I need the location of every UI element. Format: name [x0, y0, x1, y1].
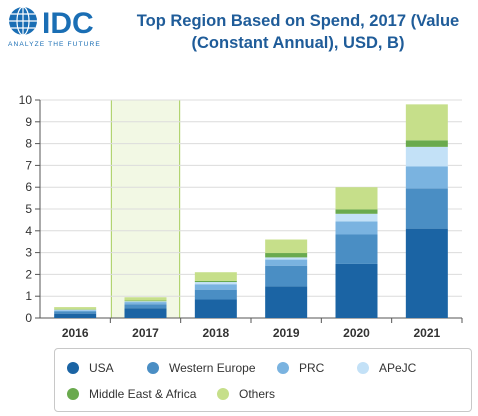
legend-swatch: [67, 388, 79, 400]
chart-title-line-2: (Constant Annual), USD, B): [191, 34, 405, 52]
bar-2019-prc: [265, 259, 308, 266]
legend-label: Middle East & Africa: [89, 387, 197, 401]
bar-2021-western-europe: [405, 188, 448, 229]
x-tick-label: 2020: [343, 326, 370, 340]
bar-2018-prc: [194, 284, 237, 290]
bar-2016-usa: [54, 313, 97, 318]
chart-title-line-1: Top Region Based on Spend, 2017 (Value: [136, 12, 460, 30]
bar-2016-western-europe: [54, 311, 97, 314]
y-tick-label: 3: [25, 246, 32, 260]
legend-item-others: Others: [217, 387, 275, 401]
legend-label: PRC: [299, 361, 325, 375]
x-tick-label: 2019: [273, 326, 300, 340]
bar-2016-apejc: [54, 309, 97, 311]
y-tick-label: 9: [25, 115, 32, 129]
y-tick-label: 7: [25, 158, 32, 172]
legend-item-apejc: APeJC: [357, 361, 416, 375]
y-tick-label: 6: [25, 180, 32, 194]
legend-label: Others: [239, 387, 276, 401]
logo-tagline: ANALYZE THE FUTURE: [8, 41, 101, 48]
x-tick-label: 2016: [62, 326, 89, 340]
bar-2017-usa: [124, 308, 167, 318]
bar-2019-usa: [265, 286, 308, 318]
bar-2017-others: [124, 297, 167, 301]
bar-2017-apejc: [124, 301, 167, 303]
bar-2017-middle-east-africa: [124, 300, 167, 302]
bar-2021-apejc: [405, 146, 448, 167]
legend-label: APeJC: [379, 361, 417, 375]
x-tick-label: 2021: [413, 326, 440, 340]
bar-2019-middle-east-africa: [265, 253, 308, 258]
bar-2018-others: [194, 272, 237, 281]
legend-swatch: [277, 362, 289, 374]
bar-2020-apejc: [335, 213, 378, 222]
bar-2018-middle-east-africa: [194, 280, 237, 283]
legend-item-usa: USA: [67, 361, 114, 375]
bar-2019-western-europe: [265, 265, 308, 287]
legend-swatch: [67, 362, 79, 374]
bar-2020-western-europe: [335, 234, 378, 264]
legend-item-western-europe: Western Europe: [147, 361, 256, 375]
x-tick-label: 2017: [132, 326, 159, 340]
y-tick-label: 0: [25, 311, 32, 325]
idc-logo: IDC ANALYZE THE FUTURE: [8, 6, 101, 48]
bar-2020-usa: [335, 263, 378, 318]
bar-2021-middle-east-africa: [405, 140, 448, 147]
bar-2021-prc: [405, 166, 448, 189]
bar-2021-usa: [405, 228, 448, 318]
bar-2017-prc: [124, 302, 167, 305]
bar-2021-others: [405, 104, 448, 141]
bar-2020-middle-east-africa: [335, 209, 378, 214]
y-tick-label: 10: [19, 93, 33, 107]
bar-2019-others: [265, 239, 308, 254]
legend-swatch: [217, 388, 229, 400]
bar-2016-prc: [54, 310, 97, 312]
y-tick-label: 2: [25, 267, 32, 281]
legend-item-prc: PRC: [277, 361, 324, 375]
bar-2018-usa: [194, 299, 237, 318]
bar-2019-apejc: [265, 257, 308, 260]
chart-title: Top Region Based on Spend, 2017 (Value (…: [120, 10, 476, 54]
bar-2020-others: [335, 187, 378, 210]
bar-2016-others: [54, 307, 97, 310]
bar-2018-western-europe: [194, 289, 237, 300]
bar-2020-prc: [335, 221, 378, 235]
legend-item-middle-east-africa: Middle East & Africa: [67, 387, 196, 401]
y-tick-label: 4: [25, 224, 32, 238]
bar-2018-apejc: [194, 282, 237, 285]
logo-text: IDC: [42, 7, 94, 40]
y-tick-label: 8: [25, 137, 32, 151]
logo-globe-icon: [9, 6, 37, 36]
legend-label: USA: [89, 361, 114, 375]
legend-swatch: [147, 362, 159, 374]
chart-legend: USA Western Europe PRC APeJC Middle East & A…: [54, 348, 472, 412]
bar-2017-western-europe: [124, 304, 167, 309]
y-tick-label: 5: [25, 202, 32, 216]
stacked-bar-chart: 0 1 2 3 4 5 6 7 8 9 10 2016 2017 2018 2019 2020 2021: [19, 93, 463, 340]
y-tick-label: 1: [25, 289, 32, 303]
legend-swatch: [357, 362, 369, 374]
legend-label: Western Europe: [169, 361, 256, 375]
x-tick-label: 2018: [202, 326, 229, 340]
